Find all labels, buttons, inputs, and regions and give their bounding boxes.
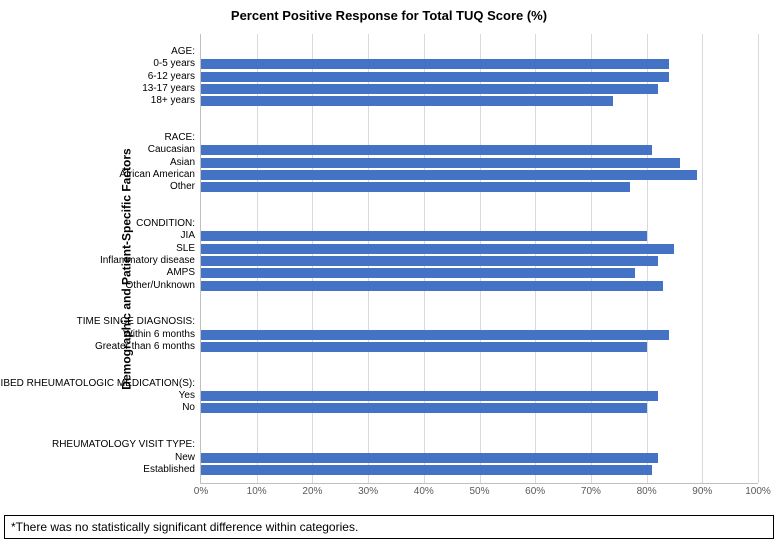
bar — [201, 158, 680, 168]
group-header-label: PRESCRIBED RHEUMATOLOGIC MEDICATION(S): — [0, 379, 201, 389]
x-tick-label: 100% — [745, 483, 771, 497]
x-tick-label: 40% — [414, 483, 434, 497]
bar-row: AMPS — [201, 267, 758, 279]
bar-label: No — [182, 403, 201, 413]
bar — [201, 231, 647, 241]
bar — [201, 342, 647, 352]
group-header-label: CONDITION: — [136, 219, 201, 229]
bar-row: Asian — [201, 157, 758, 169]
group-header-row: PRESCRIBED RHEUMATOLOGIC MEDICATION(S): — [201, 378, 758, 390]
bar-label: African American — [119, 170, 201, 180]
bar — [201, 84, 658, 94]
bar-label: Within 6 months — [123, 330, 201, 340]
bar-row: SLE — [201, 243, 758, 255]
x-tick-label: 70% — [581, 483, 601, 497]
bar-row: Inflammatory disease — [201, 255, 758, 267]
spacer-row — [201, 427, 758, 439]
spacer-row — [201, 353, 758, 365]
bar-label: Established — [143, 465, 201, 475]
bar-label: 18+ years — [151, 96, 201, 106]
group-header-label: AGE: — [171, 47, 201, 57]
bar-row: 13-17 years — [201, 83, 758, 95]
spacer-row — [201, 206, 758, 218]
bar-label: 0-5 years — [153, 59, 201, 69]
spacer-row — [201, 292, 758, 304]
x-tick-label: 50% — [469, 483, 489, 497]
bar — [201, 465, 652, 475]
bar — [201, 330, 669, 340]
spacer-row — [201, 365, 758, 377]
x-tick-label: 80% — [637, 483, 657, 497]
chart-area: Demographic and Patient-Specific Factors… — [0, 29, 778, 509]
bar — [201, 256, 658, 266]
y-axis-label: Demographic and Patient-Specific Factors — [120, 148, 134, 389]
bar-label: JIA — [181, 231, 201, 241]
bar-row: 0-5 years — [201, 58, 758, 70]
bar — [201, 170, 697, 180]
group-header-label: RACE: — [164, 133, 201, 143]
spacer-row — [201, 193, 758, 205]
x-tick-label: 30% — [358, 483, 378, 497]
x-tick-label: 10% — [247, 483, 267, 497]
bar — [201, 453, 658, 463]
gridline — [758, 34, 759, 483]
bar-row: Other/Unknown — [201, 279, 758, 291]
bar-row: New — [201, 451, 758, 463]
bar-label: Greater than 6 months — [95, 342, 201, 352]
group-header-row: CONDITION: — [201, 218, 758, 230]
bar-row: 6-12 years — [201, 71, 758, 83]
bar-label: 13-17 years — [142, 84, 201, 94]
bar-label: Inflammatory disease — [100, 256, 201, 266]
group-header-label: TIME SINCE DIAGNOSIS: — [77, 317, 201, 327]
bar-label: Yes — [179, 391, 201, 401]
bar-label: SLE — [176, 244, 201, 254]
spacer-row — [201, 415, 758, 427]
x-tick-label: 90% — [692, 483, 712, 497]
bar-row: Caucasian — [201, 144, 758, 156]
bar — [201, 72, 669, 82]
bar-row: Other — [201, 181, 758, 193]
group-header-row: RACE: — [201, 132, 758, 144]
bar-row: Within 6 months — [201, 329, 758, 341]
bar-row: Established — [201, 464, 758, 476]
bar-row: JIA — [201, 230, 758, 242]
bar — [201, 244, 674, 254]
bar — [201, 59, 669, 69]
spacer-row — [201, 107, 758, 119]
group-header-row: AGE: — [201, 46, 758, 58]
x-tick-label: 0% — [194, 483, 208, 497]
spacer-row — [201, 304, 758, 316]
bar-row: African American — [201, 169, 758, 181]
bar-label: 6-12 years — [148, 72, 201, 82]
group-header-row: TIME SINCE DIAGNOSIS: — [201, 316, 758, 328]
group-header-label: RHEUMATOLOGY VISIT TYPE: — [52, 440, 201, 450]
bar-row: 18+ years — [201, 95, 758, 107]
footnote: *There was no statistically significant … — [4, 515, 774, 539]
plot-area: 0%10%20%30%40%50%60%70%80%90%100%AGE:0-5… — [200, 34, 758, 484]
bar — [201, 145, 652, 155]
bar-label: Caucasian — [148, 145, 201, 155]
bar — [201, 268, 635, 278]
bar — [201, 182, 630, 192]
bar-row: Greater than 6 months — [201, 341, 758, 353]
bar-label: AMPS — [167, 268, 201, 278]
bar-label: New — [175, 453, 201, 463]
bar — [201, 403, 647, 413]
group-header-row: RHEUMATOLOGY VISIT TYPE: — [201, 439, 758, 451]
bar — [201, 391, 658, 401]
bar — [201, 96, 613, 106]
spacer-row — [201, 120, 758, 132]
x-tick-label: 20% — [302, 483, 322, 497]
bar-row: No — [201, 402, 758, 414]
bar — [201, 281, 663, 291]
chart-container: Percent Positive Response for Total TUQ … — [0, 0, 778, 543]
chart-title: Percent Positive Response for Total TUQ … — [0, 0, 778, 29]
bar-label: Asian — [170, 158, 201, 168]
bar-label: Other — [170, 182, 201, 192]
x-tick-label: 60% — [525, 483, 545, 497]
bar-label: Other/Unknown — [126, 281, 201, 291]
bar-row: Yes — [201, 390, 758, 402]
